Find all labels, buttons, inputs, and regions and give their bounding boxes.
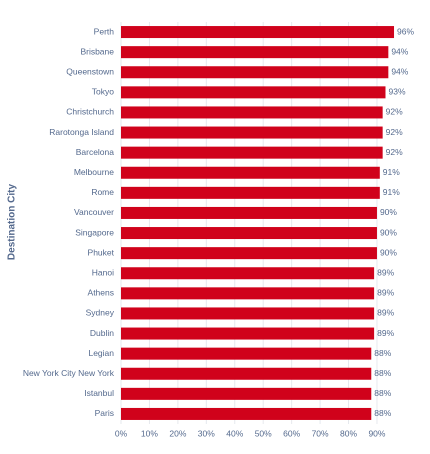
value-label: 90% [380, 247, 397, 257]
y-tick-label: Sydney [86, 308, 115, 318]
x-tick-label: 90% [368, 428, 385, 438]
x-tick-label: 0% [115, 428, 128, 438]
y-tick-label: Legian [88, 348, 114, 358]
value-label: 94% [391, 67, 408, 77]
bar [121, 367, 372, 380]
bar [121, 206, 377, 219]
y-tick-label: Istanbul [84, 388, 114, 398]
y-tick-label: Christchurch [66, 107, 114, 117]
y-tick-label: New York City New York [23, 368, 115, 378]
y-tick-label: Barcelona [76, 147, 115, 157]
bar [121, 26, 395, 39]
x-tick-label: 10% [141, 428, 158, 438]
bar [121, 46, 389, 59]
value-label: 92% [386, 147, 403, 157]
value-label: 88% [374, 408, 391, 418]
value-label: 91% [383, 187, 400, 197]
bar [121, 66, 389, 79]
bar [121, 347, 372, 360]
value-label: 90% [380, 207, 397, 217]
bar [121, 126, 383, 139]
bar [121, 86, 386, 99]
value-label: 89% [377, 328, 394, 338]
y-tick-label: Vancouver [74, 207, 114, 217]
bar [121, 146, 383, 159]
y-tick-label: Hanoi [92, 268, 114, 278]
x-tick-label: 70% [312, 428, 329, 438]
y-tick-label: Phuket [88, 247, 115, 257]
x-tick-label: 80% [340, 428, 357, 438]
y-tick-label: Melbourne [74, 167, 114, 177]
bar [121, 307, 375, 320]
value-label: 88% [374, 368, 391, 378]
bar [121, 387, 372, 400]
y-tick-label: Rome [91, 187, 114, 197]
value-label: 92% [386, 127, 403, 137]
y-tick-label: Singapore [75, 227, 114, 237]
y-tick-label: Dublin [90, 328, 114, 338]
value-label: 92% [386, 107, 403, 117]
y-tick-label: Tokyo [92, 87, 114, 97]
bar [121, 247, 377, 260]
value-label: 89% [377, 288, 394, 298]
y-axis-title: Destination City [7, 184, 18, 261]
x-tick-label: 60% [283, 428, 300, 438]
value-label: 88% [374, 388, 391, 398]
y-tick-label: Rarotonga Island [49, 127, 114, 137]
y-tick-label: Athens [88, 288, 114, 298]
y-tick-label: Queenstown [66, 67, 114, 77]
value-label: 93% [388, 87, 405, 97]
bar [121, 227, 377, 240]
value-label: 96% [397, 26, 414, 36]
bar [121, 106, 383, 119]
bar [121, 287, 375, 300]
x-tick-label: 40% [226, 428, 243, 438]
x-tick-label: 50% [255, 428, 272, 438]
bar [121, 267, 375, 280]
value-label: 91% [383, 167, 400, 177]
value-label: 90% [380, 227, 397, 237]
bar [121, 327, 375, 340]
value-label: 89% [377, 308, 394, 318]
x-tick-label: 30% [198, 428, 215, 438]
x-tick-label: 20% [169, 428, 186, 438]
value-label: 89% [377, 268, 394, 278]
bar [121, 407, 372, 420]
value-label: 94% [391, 46, 408, 56]
bar [121, 166, 380, 179]
y-tick-label: Perth [94, 26, 115, 36]
y-tick-label: Paris [95, 408, 114, 418]
value-label: 88% [374, 348, 391, 358]
y-tick-label: Brisbane [80, 46, 114, 56]
bar [121, 186, 380, 199]
